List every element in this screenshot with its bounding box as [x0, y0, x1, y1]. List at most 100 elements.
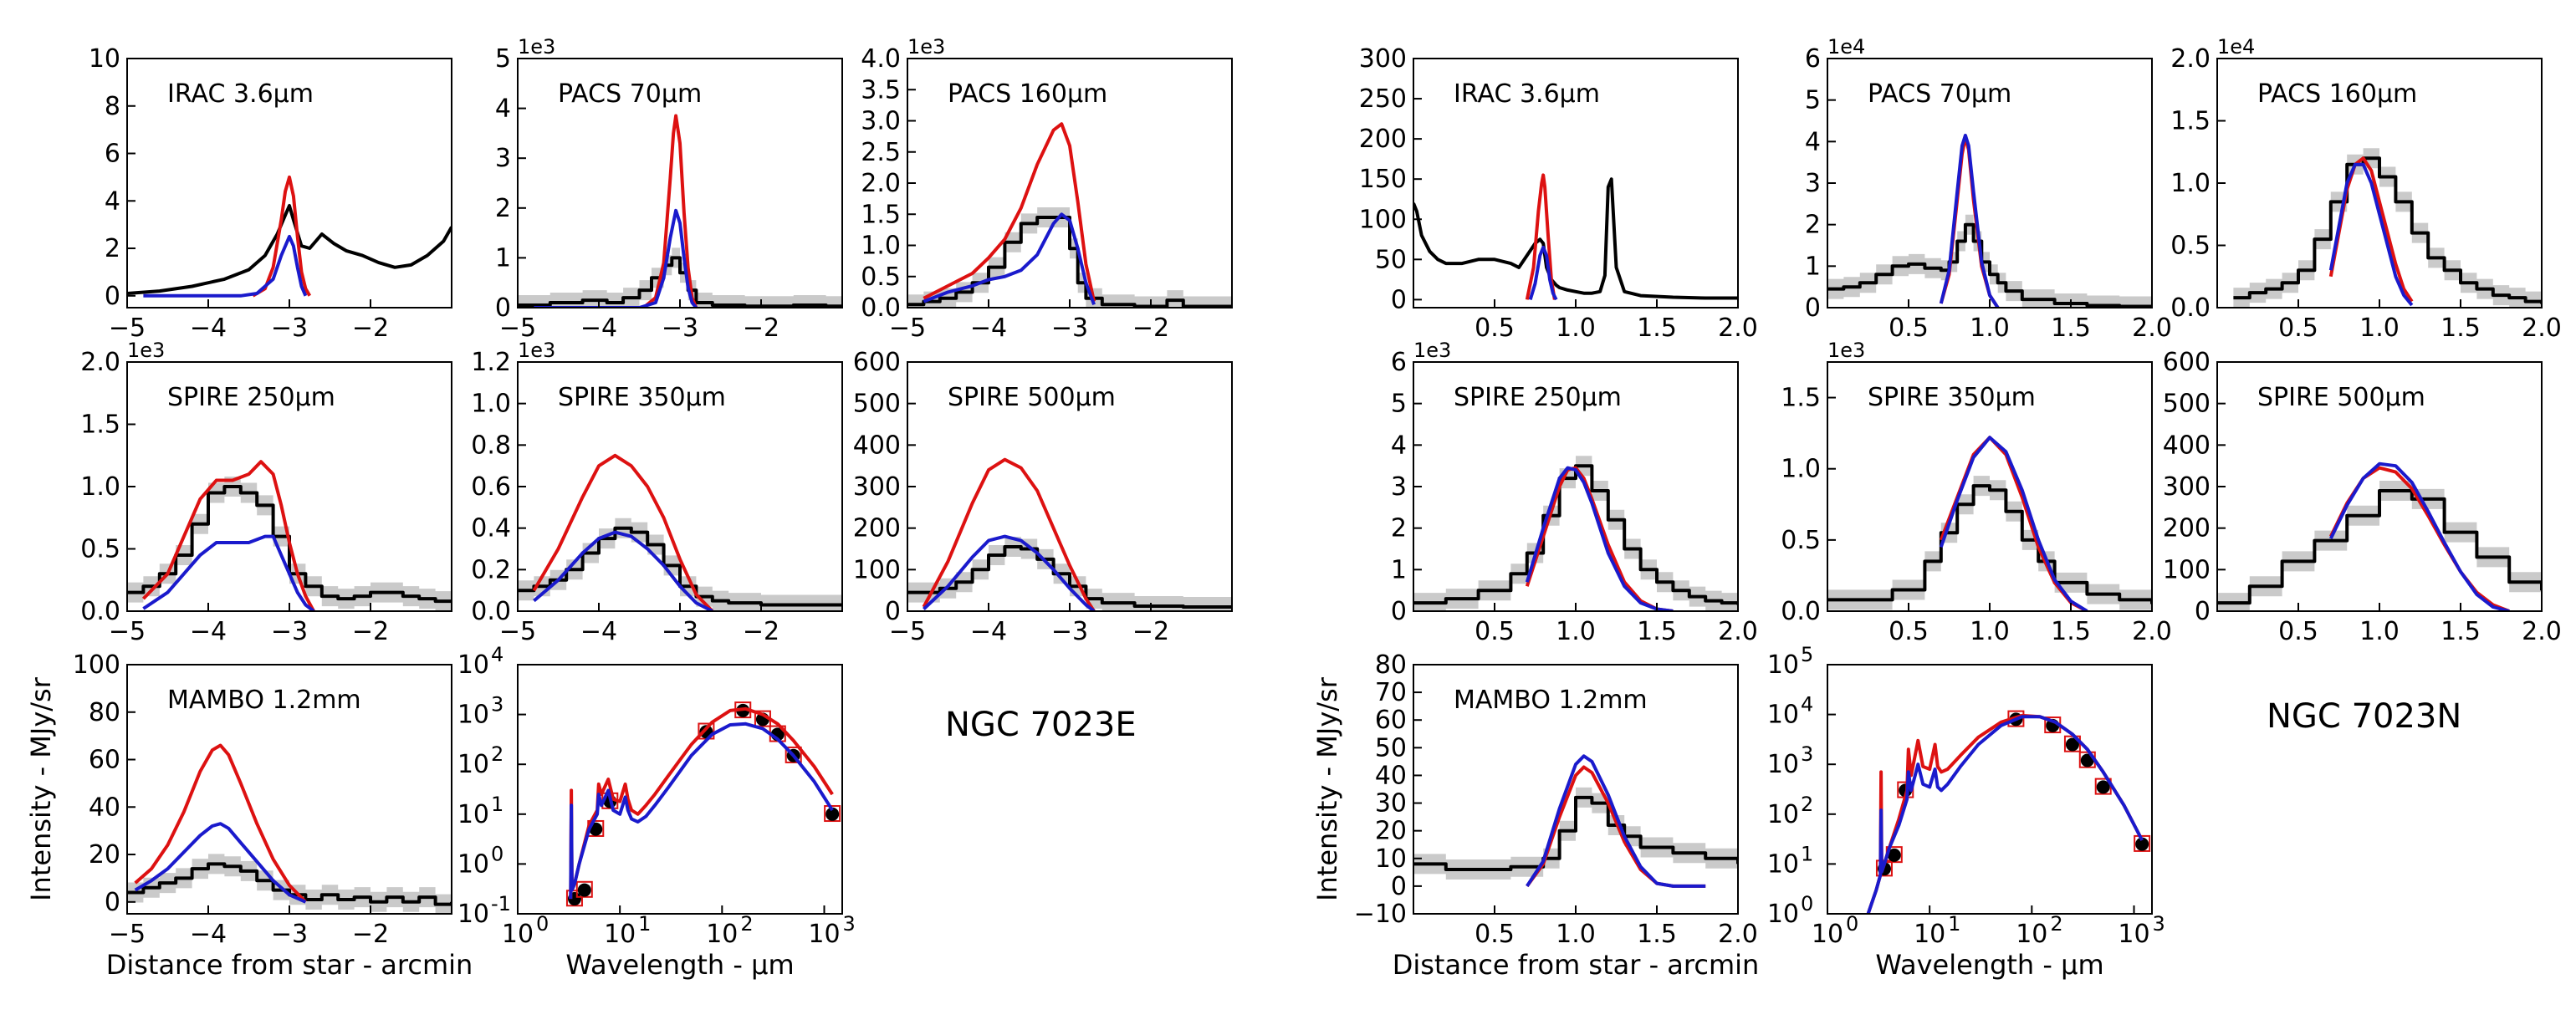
y-tick-label: 100	[853, 555, 901, 584]
x-tick-label: 10	[2016, 920, 2047, 949]
y-tick-label: 0.5	[2170, 232, 2211, 261]
x-tick-label: 1.0	[1556, 314, 1596, 343]
y-tick-label: 0.4	[471, 514, 511, 543]
y-tick-label: 150	[1359, 165, 1407, 194]
group-label-ngc7023e: NGC 7023E	[945, 706, 1137, 744]
y-tick-exponent: 2	[491, 742, 503, 766]
y-tick-label: 100	[73, 650, 120, 680]
y-tick-label: 10	[457, 650, 489, 680]
y-tick-label: 600	[2163, 348, 2211, 377]
x-tick-label: 1.5	[1637, 617, 1677, 646]
plot-area	[1866, 710, 2151, 914]
plot-area	[2217, 462, 2542, 611]
y-tick-label: 2.0	[2170, 44, 2211, 74]
y-tick-label: 2	[105, 234, 120, 263]
y-tick-label: 10	[457, 800, 489, 829]
series-observed	[127, 485, 452, 604]
y-tick-label: 300	[853, 472, 901, 502]
y-tick-label: 6	[1391, 348, 1407, 377]
y-tick-label: 0	[495, 293, 511, 323]
x-tick-label: 10	[808, 920, 840, 949]
y-tick-exponent: 5	[1801, 643, 1813, 666]
panel-ngc-7023e-irac-3-6-m: −5 −4 −3 −2 0 2 4 6 8 10 IRAC 3.6μm	[89, 44, 452, 343]
series-observed	[1413, 177, 1738, 300]
x-tick-label: −4	[580, 314, 617, 343]
x-tick-label: 2.0	[1718, 617, 1758, 646]
y-axis-label: Intensity - MJy/sr	[25, 676, 57, 901]
x-tick-label: 10	[604, 920, 636, 949]
y-tick-label: 0	[885, 597, 901, 626]
x-tick-label: −3	[1051, 314, 1088, 343]
x-tick-label: −2	[743, 314, 779, 343]
y-tick-label: 0.8	[471, 431, 511, 460]
panel-title: MAMBO 1.2mm	[1454, 686, 1648, 715]
y-tick-exponent: 3	[1801, 742, 1813, 766]
series-model_red	[141, 460, 315, 611]
data-point	[2135, 837, 2149, 851]
y-tick-label: 200	[1359, 125, 1407, 154]
plot-area	[127, 743, 452, 914]
series-model_red	[1525, 173, 1556, 300]
series-model_red	[252, 175, 312, 298]
plot-area	[127, 175, 452, 298]
plot-area	[1413, 173, 1738, 301]
x-tick-label: 2.0	[1718, 314, 1758, 343]
y-tick-label: 2.0	[80, 348, 120, 377]
x-tick-label: 0.5	[2278, 617, 2318, 646]
y-tick-label: 50	[1375, 245, 1407, 274]
data-point	[825, 807, 840, 821]
y-tick-label: 0.0	[2170, 293, 2211, 323]
y-tick-exponent: 0	[1801, 892, 1813, 915]
x-axis-label: Wavelength - μm	[565, 949, 794, 981]
axis-multiplier: 1e3	[518, 35, 555, 59]
y-tick-label: 4	[1805, 127, 1821, 156]
y-tick-label: 400	[2163, 431, 2211, 460]
series-observed	[2217, 489, 2542, 605]
series-model_blue	[2329, 462, 2510, 611]
x-tick-label: −2	[743, 617, 779, 646]
y-tick-label: 1.0	[80, 472, 120, 502]
y-tick-label: 100	[2163, 555, 2211, 584]
uncertainty-band	[1827, 476, 2152, 611]
y-tick-exponent: -1	[491, 892, 511, 915]
x-tick-exponent: 1	[638, 912, 651, 936]
series-model_blue	[1528, 245, 1558, 301]
x-tick-label: 1.5	[2051, 314, 2091, 343]
x-tick-label: 1.5	[1637, 314, 1677, 343]
x-tick-exponent: 0	[1846, 912, 1858, 936]
x-tick-label: −4	[580, 617, 617, 646]
error-box	[565, 890, 583, 907]
series-model_red	[642, 114, 698, 308]
panel-ngc-7023n-sed: 10 0 10 1 10 2 10 310 010 110 210 310 410 5Wavelength…	[1767, 643, 2165, 981]
x-tick-label: −3	[271, 314, 308, 343]
y-tick-label: 0.0	[1781, 597, 1821, 626]
plot-area	[518, 453, 842, 611]
x-tick-exponent: 3	[842, 912, 855, 936]
y-tick-label: 10	[1767, 750, 1799, 779]
x-tick-label: −2	[1132, 314, 1169, 343]
x-tick-label: −2	[352, 617, 389, 646]
y-tick-label: 1.0	[1781, 455, 1821, 484]
y-tick-label: 6	[105, 140, 120, 169]
x-tick-label: −5	[889, 617, 926, 646]
y-tick-label: 0.0	[80, 597, 120, 626]
panel-title: SPIRE 250μm	[1454, 383, 1622, 412]
x-tick-label: −4	[190, 920, 227, 949]
y-tick-label: 30	[1375, 789, 1407, 818]
y-tick-label: 60	[1375, 706, 1407, 735]
x-tick-label: −3	[271, 617, 308, 646]
y-tick-label: 0.0	[861, 293, 901, 323]
x-tick-label: 2.0	[2132, 617, 2172, 646]
plot-area	[907, 122, 1232, 308]
y-tick-label: −10	[1354, 900, 1407, 929]
y-tick-label: 0	[105, 282, 120, 311]
series-model_red	[134, 743, 307, 904]
series-observed	[518, 256, 842, 308]
y-tick-label: 200	[853, 514, 901, 543]
y-tick-label: 4	[495, 94, 511, 124]
y-tick-label: 2.0	[861, 169, 901, 198]
y-tick-label: 10	[457, 849, 489, 879]
